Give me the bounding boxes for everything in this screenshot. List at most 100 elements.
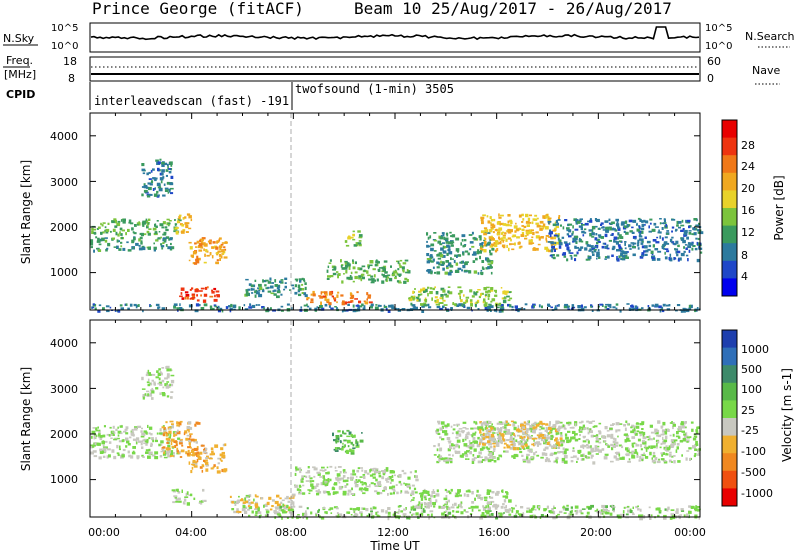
power-cell-12 [451,240,454,243]
power-cell-11 [423,290,426,293]
power-cell-0 [149,305,152,307]
power-cell-14 [684,229,688,234]
power-cell-14 [593,249,597,253]
power-cell-10 [355,242,359,245]
power-cell-0 [251,304,256,308]
power-cell-2 [167,246,172,250]
velocity-cell-10 [590,457,593,459]
velocity-yticks: 4000 3000 2000 1000 [50,337,78,486]
velocity-cell-5 [265,508,269,511]
power-cell-5 [200,246,204,249]
power-cell-1 [161,226,165,229]
velocity-cell-6 [361,507,363,510]
vel-cb-m25: -25 [741,424,759,437]
power-cell-2 [116,239,119,243]
power-cell-14 [563,241,568,244]
power-cell-13 [511,235,515,238]
power-cell-1 [154,223,157,227]
power-cell-3 [167,163,169,167]
velocity-cell-6 [366,514,369,517]
velocity-cell-0 [104,446,108,449]
velocity-cell-10 [515,454,519,458]
power-cell-9 [344,264,349,268]
power-cell-11 [431,297,433,301]
velocity-cell-0 [92,427,96,429]
velocity-cell-8 [350,441,353,445]
velocity-cell-8 [356,443,359,446]
power-cell-12 [455,262,459,266]
velocity-cell-6 [623,506,626,509]
velocity-cell-9 [453,502,457,506]
power-cell-9 [327,275,331,278]
power-cell-11 [442,299,446,302]
power-cell-12 [479,255,481,260]
velocity-cell-9 [505,495,509,499]
power-cell-14 [640,238,644,242]
power-cell-14 [688,249,691,253]
velocity-cell-4 [183,498,187,502]
power-cell-11 [480,293,482,297]
velocity-cell-3 [196,459,199,463]
velBar-swatch-7 [722,453,737,472]
velocity-cell-4 [188,494,191,496]
power-cell-5 [217,250,221,253]
velocity-cell-0 [145,440,149,444]
power-cell-0 [402,308,406,311]
velocity-cell-6 [571,509,573,513]
power-cell-13 [531,242,535,244]
velocity-cell-10 [631,450,635,453]
power-cell-0 [280,309,284,312]
velocity-cell-10 [612,437,615,440]
power-cell-2 [90,246,93,249]
power-cell-12 [463,269,468,272]
velocity-cell-6 [550,511,554,514]
power-cell-14 [688,242,692,246]
power-cell-11 [443,304,448,306]
power-cell-14 [670,241,675,243]
power-cell-14 [639,220,644,222]
velocity-cell-10 [649,451,652,456]
velocity-cell-6 [482,507,487,511]
power-cell-11 [474,302,477,304]
power-cell-14 [685,254,689,257]
velocity-cell-7 [299,490,302,493]
power-cell-14 [560,224,562,227]
power-cell-14 [632,243,635,246]
velocity-cell-0 [148,448,151,452]
velocity-cell-2 [194,423,197,427]
velocity-cell-6 [409,511,412,514]
velocity-cell-6 [609,505,612,508]
power-cell-14 [683,232,688,236]
velocity-cell-6 [540,514,544,518]
power-cell-4 [176,220,180,224]
power-cell-0 [463,305,466,308]
velocity-cell-6 [302,516,304,519]
velocity-cell-0 [98,456,102,460]
power-cell-14 [632,253,636,257]
power-cell-9 [367,265,370,270]
power-cell-7 [301,277,304,280]
power-cell-12 [446,233,449,237]
power-cell-0 [421,305,425,308]
power-cell-8 [326,298,330,302]
velocity-cell-6 [302,512,306,516]
power-cell-11 [460,299,463,303]
power-cell-13 [483,249,487,253]
velocity-cell-10 [571,430,576,434]
power-cell-7 [267,290,272,293]
power-cell-0 [615,307,618,310]
velocity-cell-10 [433,454,437,456]
power-cell-12 [473,270,478,274]
velocity-cell-8 [333,448,336,451]
power-cell-13 [532,232,535,236]
velocity-cell-9 [424,496,427,499]
power-cell-14 [696,241,699,245]
velocity-cell-11 [520,442,524,446]
power-cell-5 [205,249,208,253]
power-cell-7 [280,293,283,296]
velocity-cell-10 [462,427,467,429]
power-cell-3 [157,161,161,165]
power-cell-13 [494,229,497,231]
velocity-cell-11 [510,420,514,423]
velocity-cell-10 [601,448,605,451]
